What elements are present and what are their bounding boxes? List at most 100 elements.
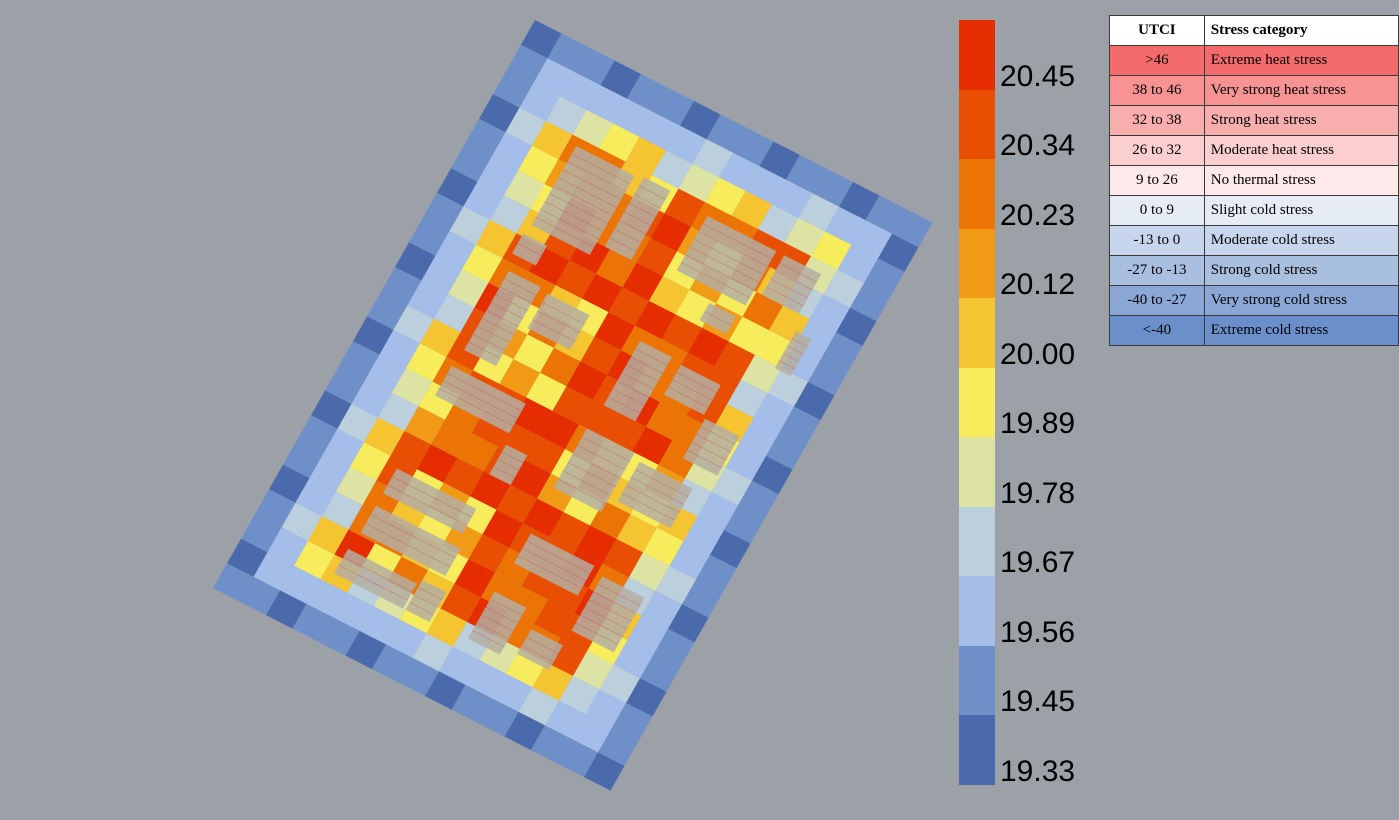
building-hatch	[447, 372, 522, 412]
grid-cell	[365, 354, 406, 393]
building-footprint	[699, 303, 736, 334]
building-hatch	[614, 228, 642, 244]
grid-cell	[741, 354, 782, 394]
building-hatch	[567, 161, 626, 192]
building-footprint	[464, 270, 541, 367]
building-footprint	[682, 418, 740, 476]
utci-range: 32 to 38	[1109, 105, 1205, 136]
grid-cell	[739, 417, 780, 456]
grid-cell	[625, 136, 666, 176]
grid-cell	[239, 576, 280, 616]
header-utci: UTCI	[1109, 15, 1205, 46]
grid-cell	[295, 478, 336, 517]
grid-cell	[710, 530, 751, 569]
building-hatch	[562, 169, 622, 200]
building-hatch	[593, 591, 636, 614]
utci-range: 26 to 32	[1109, 135, 1205, 166]
grid-cell	[353, 316, 394, 355]
grid-cell	[692, 139, 733, 178]
grid-cell	[493, 69, 534, 108]
utci-range: >46	[1109, 45, 1205, 76]
grid-cell	[622, 262, 663, 301]
building-footprint	[617, 461, 693, 529]
building-hatch	[607, 396, 641, 414]
scale-swatch	[959, 645, 995, 716]
grid-cell	[465, 660, 506, 699]
grid-cell	[586, 85, 627, 124]
grid-cell	[836, 307, 877, 346]
utci-range: 0 to 9	[1109, 195, 1205, 226]
grid-cell	[643, 527, 684, 566]
building-hatch	[526, 540, 591, 574]
grid-cell	[733, 128, 774, 167]
grid-cell	[521, 20, 562, 59]
grid-cell	[463, 181, 504, 220]
building-footprint	[382, 468, 477, 534]
grid-cell	[864, 258, 905, 297]
grid-cell	[613, 640, 654, 679]
grid-cell	[600, 60, 641, 99]
building-footprint	[334, 548, 417, 609]
building-hatch	[778, 360, 796, 370]
grid-cell	[892, 209, 933, 248]
building-hatch	[418, 587, 443, 601]
grid-cell	[612, 703, 653, 742]
grid-cell	[598, 727, 639, 766]
building-hatch	[704, 311, 732, 326]
scale-tick-label: 19.33	[1000, 755, 1076, 788]
building-hatch	[517, 243, 542, 256]
grid-cell	[431, 419, 472, 458]
building-hatch	[370, 514, 456, 559]
grid-cell	[697, 491, 738, 531]
grid-cell	[839, 182, 880, 221]
building-hatch	[481, 318, 514, 335]
grid-cell	[772, 179, 813, 218]
grid-cell	[417, 444, 458, 483]
grid-cell	[758, 204, 799, 243]
grid-cell	[412, 633, 453, 672]
grid-cell	[379, 329, 420, 369]
grid-cell	[576, 525, 617, 564]
building-footprint	[553, 428, 635, 512]
stress-category: Extreme heat stress	[1203, 45, 1399, 76]
building-hatch	[691, 442, 727, 461]
building-hatch	[468, 341, 501, 359]
grid-cell	[496, 485, 537, 524]
building-hatch	[698, 231, 768, 267]
grid-cell	[523, 498, 564, 537]
grid-cell	[823, 269, 864, 308]
grid-cell	[213, 563, 254, 602]
building-hatch	[624, 211, 651, 226]
grid-cell	[499, 359, 540, 398]
stress-category: Moderate heat stress	[1203, 135, 1399, 166]
grid-cell	[664, 188, 705, 227]
building-footprint	[664, 364, 721, 415]
grid-cell	[608, 287, 649, 326]
building-hatch	[770, 278, 809, 299]
grid-cell	[283, 439, 324, 479]
grid-cell	[281, 502, 322, 541]
stress-category: Moderate cold stress	[1203, 225, 1399, 256]
scale-tick-label: 20.12	[1000, 268, 1076, 302]
building-footprint	[489, 444, 528, 485]
grid-cell	[337, 404, 378, 443]
building-footprint	[434, 365, 526, 434]
grid-cell	[507, 44, 548, 83]
grid-cell	[470, 471, 511, 510]
grid-cell	[336, 466, 377, 506]
building-hatch	[633, 194, 661, 209]
grid-cell	[451, 143, 492, 182]
grid-cell	[359, 606, 400, 645]
grid-cell	[745, 166, 786, 205]
grid-cell	[437, 168, 478, 207]
stress-category: Slight cold stress	[1203, 195, 1399, 226]
grid-cell	[809, 294, 850, 333]
grid-cell	[534, 599, 575, 638]
grid-cell	[725, 442, 766, 481]
building-hatch	[630, 356, 663, 374]
grid-cell	[345, 630, 386, 670]
building-footprint	[405, 580, 447, 622]
grid-cell	[468, 534, 509, 573]
grid-cell	[571, 714, 612, 753]
building-hatch	[438, 387, 514, 427]
